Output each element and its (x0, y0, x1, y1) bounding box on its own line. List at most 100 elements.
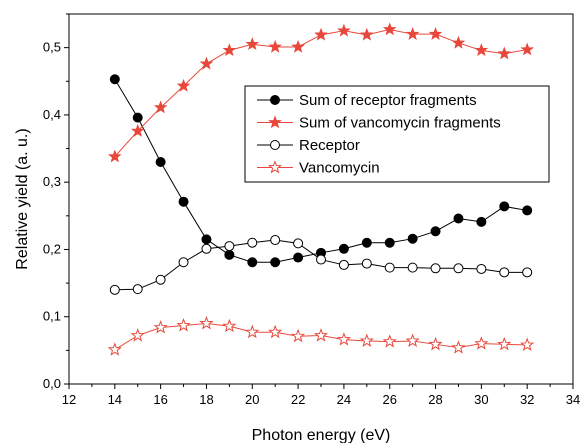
legend-label: Sum of vancomycin fragments (299, 115, 501, 132)
data-point (520, 42, 534, 56)
data-point (313, 328, 329, 342)
x-tick-label: 24 (337, 392, 351, 407)
data-point (245, 37, 260, 51)
x-tick-label: 16 (153, 392, 167, 407)
data-point (245, 324, 260, 339)
data-point (474, 43, 489, 57)
y-axis-title: Relative yield (a. u.) (14, 128, 31, 269)
data-point (499, 267, 510, 278)
data-point (247, 237, 258, 248)
data-point (384, 237, 395, 248)
data-point (132, 112, 143, 123)
data-point (291, 39, 305, 53)
data-point (476, 216, 487, 227)
data-point (130, 123, 145, 137)
data-point (155, 274, 166, 285)
data-point (430, 226, 441, 237)
data-point (199, 316, 214, 330)
data-point (474, 336, 489, 350)
series-line (114, 239, 528, 291)
data-point (522, 205, 533, 216)
data-point (224, 241, 235, 252)
series-4 (107, 316, 535, 356)
data-point (497, 336, 512, 351)
x-tick-label: 34 (566, 392, 580, 407)
data-point (201, 243, 212, 254)
data-point (109, 74, 120, 85)
data-point (178, 257, 189, 268)
data-point (336, 332, 351, 346)
x-axis-title: Photon energy (eV) (252, 427, 391, 443)
data-point (522, 267, 533, 278)
legend-box (244, 85, 550, 183)
data-point (178, 196, 189, 207)
data-point (338, 243, 349, 254)
data-point (222, 318, 237, 333)
data-point (291, 328, 306, 343)
data-point (453, 213, 464, 224)
data-point (199, 56, 214, 70)
data-point (130, 328, 145, 342)
data-point (293, 252, 304, 263)
legend-marker (270, 95, 280, 105)
data-point (293, 238, 304, 249)
legend-item: Receptor (257, 137, 360, 154)
data-point (132, 284, 143, 295)
data-point (360, 27, 374, 41)
y-tick-label: 0,1 (43, 309, 61, 324)
data-point (428, 27, 443, 40)
legend-item: Vancomycin (257, 160, 380, 177)
y-tick-label: 0,5 (43, 40, 61, 55)
data-point (405, 333, 420, 347)
legend-label: Receptor (299, 137, 360, 154)
y-tick-label: 0,0 (43, 376, 61, 391)
series-3 (109, 235, 533, 295)
legend-label: Sum of receptor fragments (299, 92, 477, 109)
data-point (430, 263, 441, 274)
data-point (153, 100, 168, 114)
data-point (316, 254, 326, 265)
y-tick-label: 0,2 (43, 241, 61, 256)
data-point (108, 149, 122, 163)
data-point (270, 235, 281, 246)
data-point (453, 263, 464, 274)
legend-item: Sum of receptor fragments (257, 92, 477, 109)
data-point (107, 342, 122, 356)
y-tick-label: 0,4 (43, 107, 61, 122)
x-tick-label: 28 (428, 392, 442, 407)
data-point (268, 324, 283, 339)
data-point (176, 78, 191, 92)
data-point (359, 333, 374, 347)
data-point (451, 340, 466, 354)
x-tick-label: 12 (62, 392, 76, 407)
data-point (314, 27, 328, 41)
data-point (428, 336, 443, 351)
data-point (520, 337, 535, 351)
data-point (153, 320, 168, 334)
data-point (201, 234, 212, 245)
data-point (361, 237, 372, 248)
data-point (176, 318, 191, 332)
legend-label: Vancomycin (299, 160, 380, 177)
series-2 (108, 22, 534, 163)
legend-marker (270, 140, 280, 150)
data-point (268, 39, 282, 53)
series-1 (109, 74, 533, 268)
data-point (155, 157, 166, 167)
data-point (222, 43, 237, 57)
data-point (382, 334, 397, 348)
y-tick-label: 0,3 (43, 174, 61, 189)
x-tick-label: 30 (474, 392, 488, 407)
x-tick-label: 14 (108, 392, 122, 407)
legend-marker (268, 115, 282, 129)
x-tick-label: 20 (245, 392, 259, 407)
data-point (499, 201, 510, 212)
x-tick-label: 26 (382, 392, 396, 407)
x-tick-label: 32 (520, 392, 534, 407)
data-point (451, 35, 466, 49)
x-tick-label: 18 (199, 392, 213, 407)
data-point (407, 233, 418, 244)
legend-item: Sum of vancomycin fragments (257, 115, 501, 132)
data-point (407, 262, 418, 273)
data-point (270, 257, 281, 268)
